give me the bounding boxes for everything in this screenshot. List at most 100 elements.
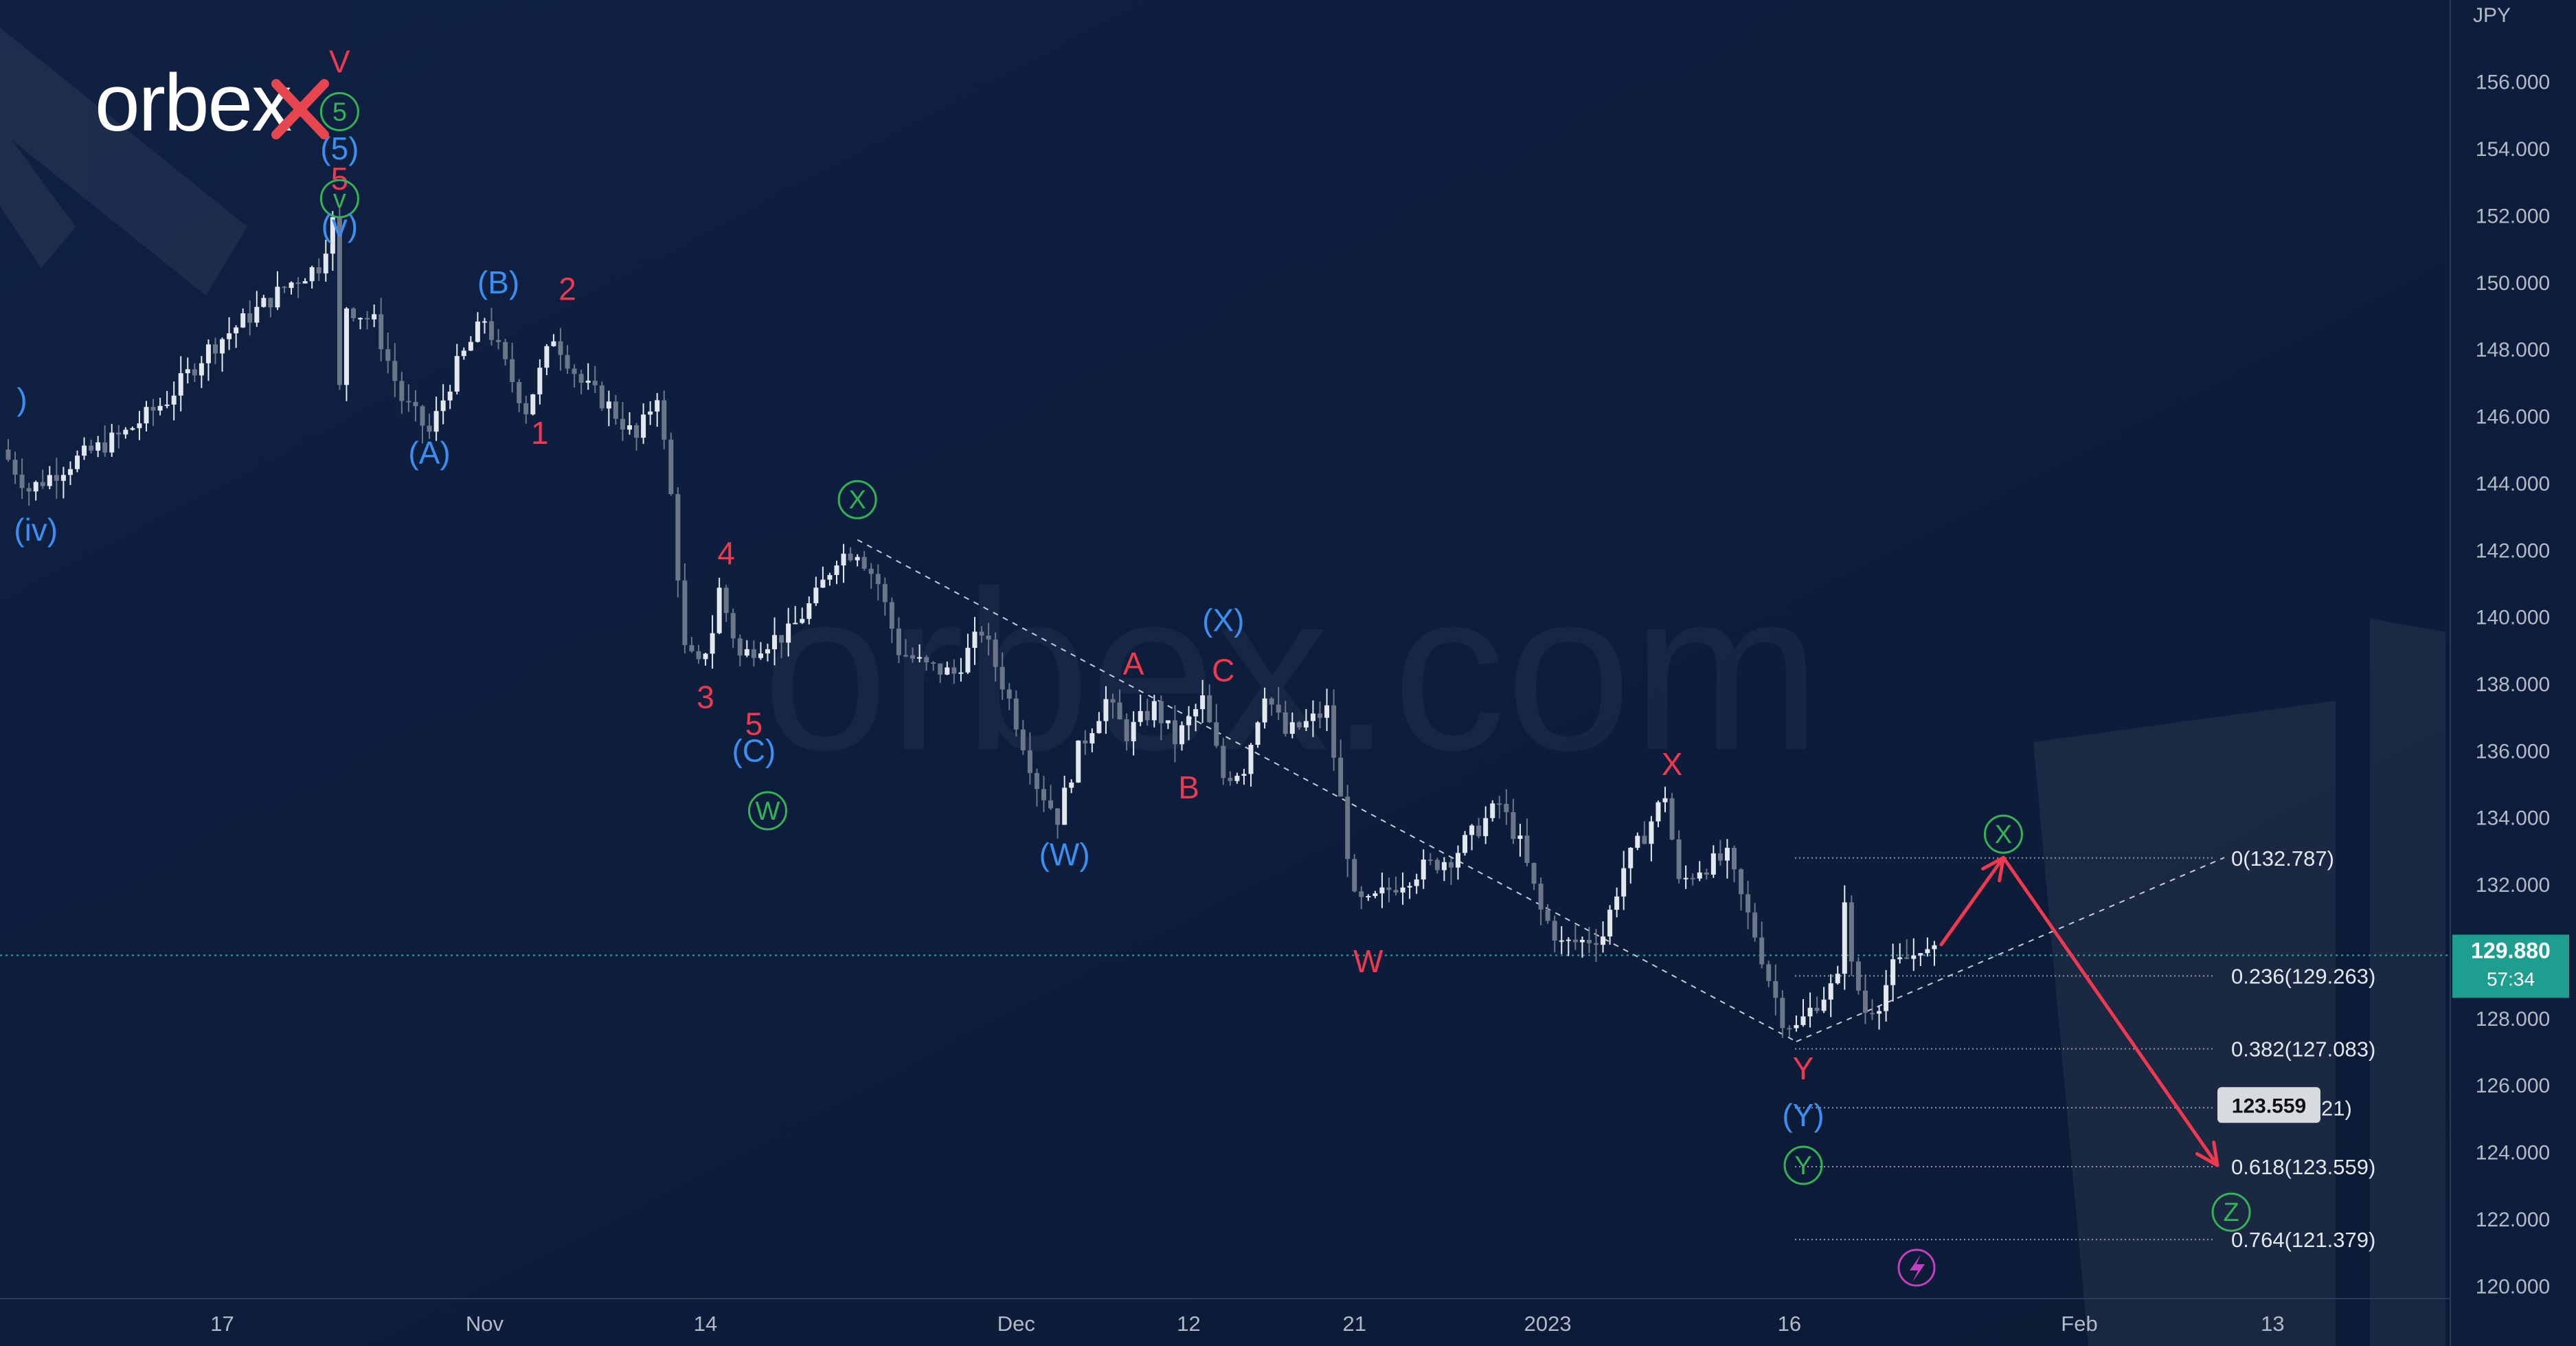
candle-body [1918, 953, 1923, 956]
candle-body [447, 391, 453, 401]
price-axis[interactable] [2450, 0, 2576, 1346]
candle-body [1214, 722, 1219, 746]
candle-body [1345, 796, 1351, 860]
candle-body [1083, 740, 1088, 744]
candle-body [606, 401, 611, 409]
candle-body [730, 613, 736, 639]
candle-body [551, 341, 556, 346]
candle-body [358, 317, 363, 319]
wave-label: (A) [408, 435, 450, 471]
fib-label: 0.618(123.559) [2231, 1155, 2375, 1179]
candle-body [1601, 936, 1606, 945]
candle-body [834, 565, 839, 575]
candle-body [19, 474, 25, 489]
candle-body [1787, 1028, 1792, 1030]
candle-body [54, 475, 59, 481]
wave-label: v [333, 185, 346, 214]
candle-body [1890, 959, 1896, 985]
candle-body [1807, 1007, 1813, 1017]
wave-label-circle [319, 179, 359, 218]
candle-body [309, 267, 315, 282]
y-tick-label: 128.000 [2476, 1008, 2550, 1031]
candle-body [682, 580, 688, 645]
candle-body [945, 667, 950, 675]
candle-body [1545, 909, 1550, 921]
candle-body [1407, 886, 1412, 888]
logo-text: orbex [95, 58, 291, 148]
x-tick-label: Nov [466, 1312, 504, 1336]
forecast-arrowhead [2195, 1140, 2219, 1167]
candle-body [1228, 778, 1233, 781]
candle-body [1855, 961, 1861, 991]
wave-label: X [848, 486, 866, 515]
y-tick-label: 124.000 [2476, 1142, 2550, 1165]
lightning-alert-icon[interactable] [1897, 1248, 1936, 1287]
candle-body [1138, 710, 1143, 722]
candle-body [343, 308, 349, 385]
candle-body [178, 373, 183, 396]
wave-label: W [1353, 943, 1383, 979]
candle-body [1448, 862, 1454, 868]
candle-body [1524, 835, 1530, 863]
candle-body [765, 649, 770, 654]
candle-body [234, 327, 239, 334]
candle-body [1303, 721, 1309, 728]
candle-body [1124, 719, 1129, 741]
wave-label-circle [748, 791, 787, 831]
candle-body [1414, 879, 1419, 886]
candle-body [1048, 800, 1054, 809]
candle-body [109, 432, 115, 453]
y-tick-label: 122.000 [2476, 1209, 2550, 1231]
candle-body [993, 639, 998, 667]
wave-label: (X) [1202, 603, 1244, 638]
candle-body [1752, 912, 1758, 938]
candle-body [503, 341, 508, 359]
candle-body [848, 553, 853, 561]
wave-label-circle [1783, 1145, 1823, 1185]
candle-body [1289, 722, 1295, 734]
candle-body [1276, 704, 1281, 713]
y-tick-label: 132.000 [2476, 874, 2550, 897]
candle-body [1200, 695, 1206, 710]
candle-body [1262, 698, 1267, 723]
candle-body [868, 568, 874, 574]
candle-body [1062, 787, 1067, 825]
candle-body [758, 653, 763, 658]
candle-body [137, 423, 142, 429]
fib-label: 0(132.787) [2231, 846, 2334, 871]
candle-body [171, 395, 177, 405]
x-tick-label: Dec [997, 1312, 1035, 1336]
x-tick-label: 21 [1343, 1312, 1366, 1336]
wave-label: 5 [332, 98, 347, 127]
candle-body [199, 363, 204, 376]
candle-body [282, 287, 287, 289]
candle-body [1656, 802, 1661, 822]
candle-body [1607, 910, 1613, 936]
candle-body [1296, 722, 1302, 728]
candle-body [1690, 877, 1695, 879]
candle-body [1462, 835, 1468, 853]
x-tick-label: 17 [210, 1312, 234, 1336]
candle-body [1517, 835, 1523, 839]
candle-body [1269, 698, 1274, 705]
candle-body [827, 574, 833, 580]
candle-body [185, 369, 190, 374]
candle-body [150, 407, 156, 411]
wave-label: 3 [697, 679, 714, 715]
x-tick-label: Feb [2061, 1312, 2097, 1336]
candle-body [1710, 853, 1716, 875]
candle-body [496, 339, 501, 342]
y-tick-label: 134.000 [2476, 807, 2550, 830]
candle-body [1338, 757, 1344, 797]
candle-body [1621, 868, 1627, 897]
candle-body [482, 321, 487, 323]
candle-body [882, 584, 888, 603]
candle-body [641, 414, 646, 438]
candle-body [468, 341, 473, 351]
candle-body [289, 282, 294, 289]
candle-body [1842, 902, 1847, 974]
candle-body [585, 381, 591, 383]
candle-body [1849, 902, 1854, 962]
candle-body [1372, 893, 1378, 897]
